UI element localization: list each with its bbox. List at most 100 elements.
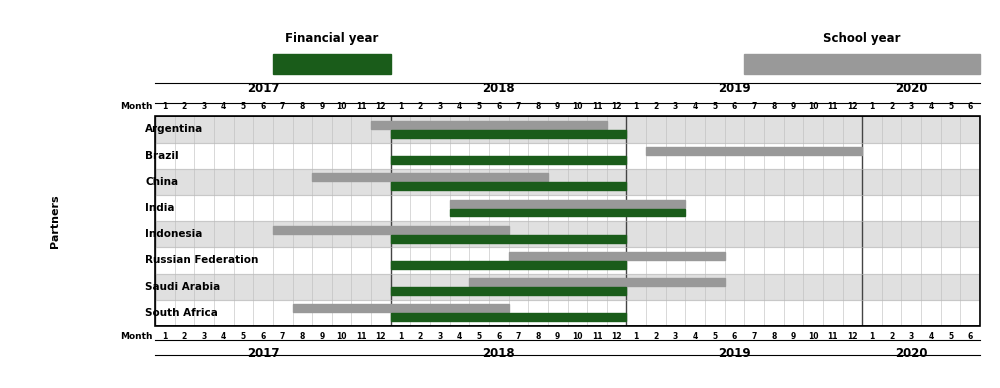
Text: 4: 4 [693,332,698,341]
Text: 10: 10 [336,102,347,111]
Text: Month: Month [120,332,153,341]
Text: 7: 7 [280,102,285,111]
Bar [391,314,626,321]
Text: 5: 5 [948,332,953,341]
Bar [155,169,980,195]
Text: 5: 5 [477,332,482,341]
Text: 2019: 2019 [718,347,751,360]
Text: 11: 11 [592,332,602,341]
Bar [646,147,862,155]
Text: 9: 9 [791,332,796,341]
Text: 12: 12 [376,332,386,341]
Text: 5: 5 [712,102,717,111]
Text: 2017: 2017 [247,347,279,360]
Text: 11: 11 [356,332,366,341]
Text: 8: 8 [535,332,541,341]
Text: 8: 8 [771,332,776,341]
Text: 4: 4 [457,332,462,341]
Text: Russian Federation: Russian Federation [145,255,259,265]
Text: Argentina: Argentina [145,125,203,135]
Text: 3: 3 [201,332,207,341]
Text: 8: 8 [300,332,305,341]
Bar [391,261,626,269]
Text: 3: 3 [437,102,442,111]
Text: 4: 4 [928,102,934,111]
Text: 9: 9 [319,102,325,111]
Text: 4: 4 [457,102,462,111]
Text: 5: 5 [477,102,482,111]
Text: 6: 6 [732,102,737,111]
Text: 4: 4 [693,102,698,111]
Text: 9: 9 [555,102,560,111]
Text: School year: School year [823,31,901,45]
Text: 6: 6 [260,102,266,111]
Text: 10: 10 [572,332,583,341]
Bar [469,278,725,286]
Bar [292,305,509,312]
Text: 5: 5 [712,332,717,341]
Text: 2017: 2017 [247,82,279,95]
Text: 6: 6 [732,332,737,341]
Bar [509,252,725,260]
Text: 6: 6 [260,332,266,341]
Text: 1: 1 [869,102,875,111]
Text: 9: 9 [791,102,796,111]
Text: 2020: 2020 [895,347,928,360]
Text: Brazil: Brazil [145,151,179,161]
Text: 6: 6 [496,332,501,341]
Bar [450,200,685,208]
Text: Month: Month [120,102,153,111]
Text: 3: 3 [437,332,442,341]
Text: 1: 1 [398,102,403,111]
Bar [155,274,980,300]
Text: 2: 2 [889,102,894,111]
Text: 10: 10 [808,102,818,111]
Text: 2019: 2019 [718,82,751,95]
Text: 6: 6 [968,102,973,111]
Text: 3: 3 [673,102,678,111]
Text: 11: 11 [827,102,838,111]
Bar [450,209,685,217]
Text: 1: 1 [162,332,167,341]
Text: 2020: 2020 [895,82,928,95]
Text: 10: 10 [336,332,347,341]
Text: 5: 5 [948,102,953,111]
Text: 11: 11 [592,102,602,111]
Text: 2: 2 [889,332,894,341]
Text: 4: 4 [221,102,226,111]
Text: Financial year: Financial year [285,31,378,45]
Text: 8: 8 [535,102,541,111]
Bar [391,182,626,190]
Text: 1: 1 [869,332,875,341]
Text: 5: 5 [241,332,246,341]
Text: 10: 10 [808,332,818,341]
Text: 12: 12 [376,102,386,111]
Text: 2: 2 [182,102,187,111]
Text: 10: 10 [572,102,583,111]
Text: 7: 7 [280,332,285,341]
Text: 6: 6 [968,332,973,341]
Text: South Africa: South Africa [145,308,218,318]
Text: 2: 2 [418,102,423,111]
Bar [155,116,980,142]
Text: 8: 8 [300,102,305,111]
Bar [371,121,607,129]
Text: 8: 8 [771,102,776,111]
Text: 7: 7 [751,102,757,111]
Text: Indonesia: Indonesia [145,229,203,239]
Text: 9: 9 [319,332,325,341]
Text: 7: 7 [516,332,521,341]
Bar [155,221,980,248]
Text: 12: 12 [847,102,858,111]
Text: 5: 5 [241,102,246,111]
Text: 2: 2 [182,332,187,341]
Text: 12: 12 [611,102,622,111]
Text: 1: 1 [162,102,167,111]
Text: 7: 7 [516,102,521,111]
Text: 11: 11 [356,102,366,111]
Text: 2: 2 [418,332,423,341]
Text: 4: 4 [928,332,934,341]
Text: Saudi Arabia: Saudi Arabia [145,282,220,292]
Text: 4: 4 [221,332,226,341]
Text: 1: 1 [634,102,639,111]
